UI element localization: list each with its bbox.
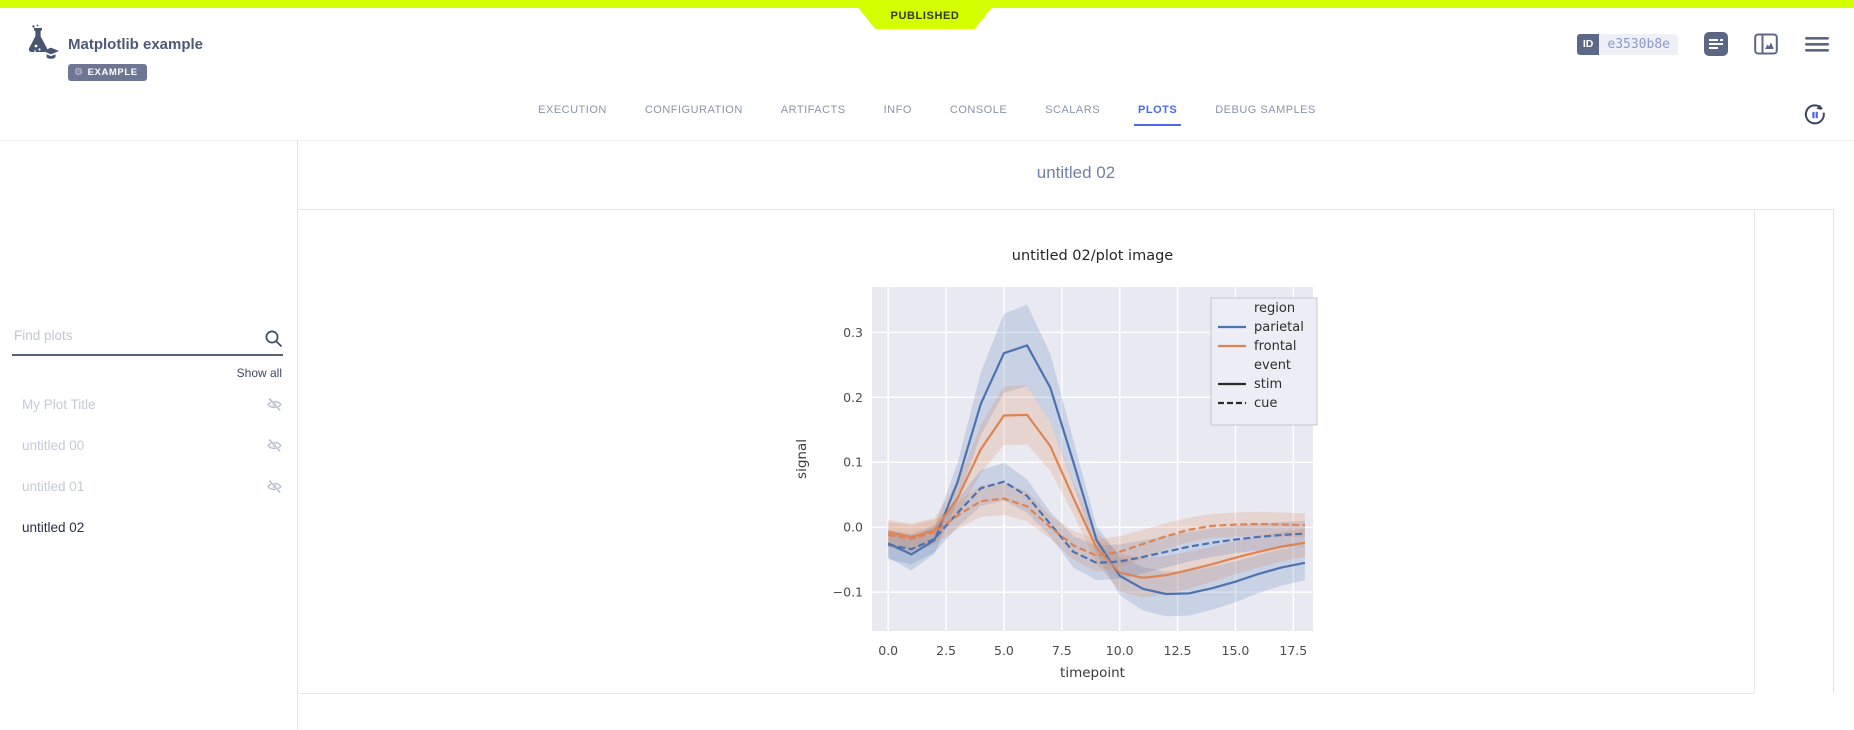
tab-configuration[interactable]: CONFIGURATION [644,104,743,116]
x-tick-label: 0.0 [878,643,898,658]
search-input[interactable] [12,327,256,344]
hamburger-menu-icon[interactable] [1804,32,1830,56]
plot-section-title: untitled 02 [1036,163,1116,182]
plot-card-border-top [298,209,1833,210]
legend-label-stim: stim [1254,377,1282,392]
matplotlib-figure[interactable]: 0.0 2.5 5.0 7.5 10.0 12.5 15.0 17.5 −0.1 0.0 0.1 0.… [790,232,1350,692]
ci-band-parietal-stim [888,304,1305,617]
show-all-link[interactable]: Show all [236,366,282,380]
plot-card-border-bottom [298,693,1754,694]
tab-plots[interactable]: PLOTS [1134,104,1182,126]
chart-title: untitled 02/plot image [1012,248,1174,264]
x-tick-label: 15.0 [1222,643,1250,658]
legend-label-event: event [1254,358,1291,373]
x-tick-label: 2.5 [936,643,956,658]
x-tick-label: 12.5 [1164,643,1192,658]
auto-refresh-icon[interactable] [1802,102,1828,128]
plot-list-item-untitled-01[interactable]: untitled 01 [0,466,298,507]
plot-item-label: untitled 02 [22,520,85,535]
ci-band-parietal-cue [888,462,1305,581]
experiment-type-label: EXAMPLE [87,67,138,78]
line-chart: 0.0 2.5 5.0 7.5 10.0 12.5 15.0 17.5 −0.1 0.0 0.1 0.… [794,248,1318,681]
ci-band-frontal-stim [888,385,1305,598]
status-ribbon: PUBLISHED [852,0,998,29]
tab-scalars[interactable]: SCALARS [1045,104,1101,116]
tab-execution[interactable]: EXECUTION [538,104,607,116]
tab-artifacts[interactable]: ARTIFACTS [780,104,846,116]
plot-panel-border-right [1833,209,1834,693]
app-logo-icon [20,24,62,67]
y-tick-label: 0.3 [843,325,863,340]
experiment-type-badge: ⚙ EXAMPLE [68,64,147,81]
x-axis-label: timepoint [1060,665,1125,681]
plot-item-label: untitled 01 [22,479,85,494]
find-plots-search[interactable] [12,327,283,356]
plot-list: My Plot Title untitled 00 untitled 01 untit… [0,384,298,548]
x-tick-label: 17.5 [1279,643,1307,658]
plot-list-item-untitled-02[interactable]: untitled 02 [0,507,298,548]
series-line-parietal-stim [887,344,1306,596]
tab-console[interactable]: CONSOLE [949,104,1008,116]
details-panel-icon[interactable] [1704,32,1728,56]
tab-info[interactable]: INFO [883,104,912,116]
plots-sidebar: Show all My Plot Title untitled 00 untitle… [0,141,298,730]
tab-bar: EXECUTION CONFIGURATION ARTIFACTS INFO CONSO… [0,88,1854,126]
eye-off-icon[interactable] [266,396,283,413]
eye-off-icon[interactable] [266,437,283,454]
series-line-parietal-cue [887,480,1305,564]
y-tick-label: −0.1 [833,585,863,600]
x-tick-label: 5.0 [994,643,1014,658]
eye-off-icon[interactable] [266,478,283,495]
series-line-frontal-cue [888,497,1305,557]
ci-band-frontal-cue [888,482,1305,572]
legend-label-parietal: parietal [1254,320,1304,335]
legend-label-cue: cue [1254,396,1277,411]
experiment-id-badge[interactable]: ID e3530b8e [1576,33,1678,55]
legend-label-frontal: frontal [1254,339,1297,354]
experiment-title: Matplotlib example [68,36,204,53]
plot-card-border-right [1754,209,1755,693]
y-tick-label: 0.2 [843,390,863,405]
id-value: e3530b8e [1599,33,1678,55]
search-icon [265,330,282,347]
plot-list-item-my-plot-title[interactable]: My Plot Title [0,384,298,425]
header-divider [0,140,1854,141]
x-tick-label: 10.0 [1106,643,1134,658]
y-tick-label: 0.1 [843,455,863,470]
series-line-frontal-stim [887,413,1306,579]
legend-label-region: region [1254,301,1295,316]
gear-icon: ⚙ [74,67,84,78]
plot-item-label: untitled 00 [22,438,85,453]
plot-list-item-untitled-00[interactable]: untitled 00 [0,425,298,466]
y-tick-label: 0.0 [843,520,863,535]
tab-debug-samples[interactable]: DEBUG SAMPLES [1215,104,1316,116]
status-ribbon-label: PUBLISHED [890,10,960,22]
layout-panel-icon[interactable] [1754,32,1778,56]
x-tick-label: 7.5 [1052,643,1072,658]
y-axis-label: signal [794,439,810,479]
id-chip: ID [1576,33,1600,55]
plot-item-label: My Plot Title [22,397,96,412]
